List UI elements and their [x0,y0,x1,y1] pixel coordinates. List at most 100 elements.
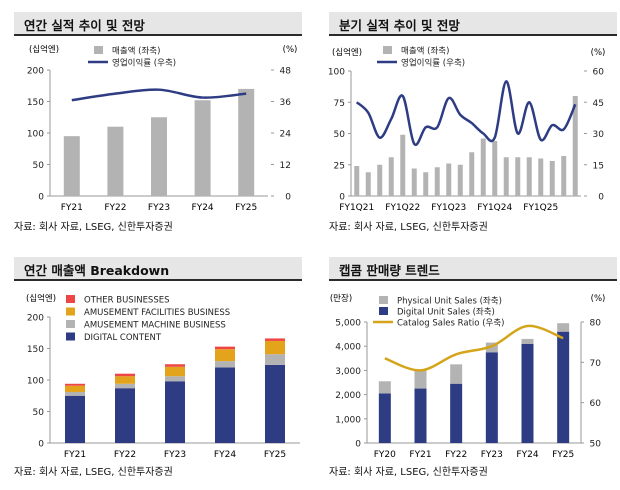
unit-sales-panel: 캡콤 판매량 트렌드 0 1,000 2,000 3,000 4,000 5,000 50 6… [315,245,620,490]
legend-label: Catalog Sales Ratio (우축) [397,319,504,329]
y-tick-label-right: 30 [593,130,605,140]
stacked-bar-segment [115,388,135,443]
y-tick-label-right: 12 [280,161,291,171]
y-axis-unit-left: (만장) [330,293,352,304]
y-tick-label: 25 [334,161,345,171]
bar-quarterly-revenue [561,156,567,196]
x-tick-label: FY22 [114,450,136,460]
stacked-bar-segment [65,385,85,392]
x-tick-label: FY23 [481,450,503,460]
y-tick-label-right: 0 [285,193,291,203]
legend-label: Physical Unit Sales (좌축) [397,297,502,307]
bar-digital-units [521,343,534,443]
legend-swatch [94,46,103,54]
bar-quarterly-revenue [434,167,440,196]
y-tick-label: 0 [339,193,345,203]
legend-swatch [383,46,392,54]
source-note: 자료: 회사 자료, LSEG, 신한투자증권 [329,467,488,478]
y-tick-label: 4,000 [335,343,361,353]
legend-swatch [66,332,75,341]
stacked-bar-segment [115,373,135,377]
x-tick-label: FY1Q21 [339,203,374,213]
legend-label: DIGITAL CONTENT [84,333,162,343]
unit-sales-chart: 0 1,000 2,000 3,000 4,000 5,000 50 60 70 80 (만장) (%… [330,293,606,460]
legend-label: AMUSEMENT FACILITIES BUSINESS [84,308,230,318]
bar-physical-units [414,370,427,389]
y-tick-label-right: 0 [598,193,604,203]
x-tick-label: FY25 [235,203,257,213]
y-axis-unit-left: (십억엔) [29,44,59,55]
bar-quarterly-revenue [400,134,406,196]
bar-revenue [194,100,211,196]
x-tick-label: FY20 [374,450,396,460]
x-tick-label: FY1Q22 [385,203,420,213]
quarterly-results-chart: 0 25 50 75 100 0 15 30 45 60 (십억엔) (%) 매출액 (좌축)영업이익률… [328,46,606,214]
legend-swatch [66,320,75,328]
line-operating-margin [71,88,247,102]
chart-title: 연간 매출액 Breakdown [24,263,170,278]
chart-title-bar: 연간 실적 추이 및 전망 [14,12,302,36]
annual-results-panel: 연간 실적 추이 및 전망 0 50 100 150 200 0 12 24 36 48 (십억엔)… [0,0,305,245]
bar-digital-units [485,352,498,443]
bar-quarterly-revenue [411,168,417,196]
legend-label: 영업이익률 (우축) [112,58,176,69]
revenue-breakdown-chart: 0 50 100 150 200 (십억엔) OTHER BUSINESSES AMUSEME… [26,293,300,460]
y-axis-unit-right: (%) [283,45,298,55]
line-catalog-ratio [384,324,564,372]
legend-swatch [66,307,75,316]
line-quarterly-margin [355,80,577,147]
x-tick-label: FY24 [214,450,236,460]
y-tick-label: 50 [33,161,45,171]
stacked-bar-segment [215,346,235,350]
bar-quarterly-revenue [457,164,463,196]
y-tick-label: 2,000 [335,391,361,401]
x-tick-label: FY22 [445,450,467,460]
y-tick-label: 100 [27,377,44,387]
annual-results-chart: 0 50 100 150 200 0 12 24 36 48 (십억엔) (%) 매출액 (좌축)영업이… [27,44,298,213]
x-tick-label: FY21 [64,450,86,460]
x-tick-label: FY23 [148,203,170,213]
legend-swatch [66,295,75,303]
source-note: 자료: 회사 자료, LSEG, 신한투자증권 [14,222,173,233]
y-tick-label: 0 [38,193,44,203]
x-tick-label: FY23 [164,450,186,460]
y-tick-label: 50 [33,408,45,418]
y-tick-label: 3,000 [335,367,361,377]
stacked-bar-segment [165,366,185,377]
stacked-bar-segment [115,383,135,389]
bar-physical-units [557,323,570,332]
x-tick-label: FY1Q23 [431,203,466,213]
legend-label: 영업이익률 (우축) [401,58,465,69]
bar-quarterly-revenue [423,172,429,196]
bar-revenue [63,136,80,196]
y-axis-unit-right: (%) [591,294,606,304]
chart-title-bar: 연간 매출액 Breakdown [14,257,302,281]
bar-quarterly-revenue [515,157,521,196]
legend-swatch [379,296,388,304]
legend-swatch [379,307,388,315]
bar-quarterly-revenue [469,152,475,196]
y-tick-label: 150 [27,98,44,108]
bar-physical-units [378,381,391,394]
stacked-bar-segment [165,381,185,443]
x-tick-label: FY21 [409,450,431,460]
stacked-bar-segment [65,395,85,443]
bar-physical-units [450,364,463,384]
y-tick-label: 150 [27,345,44,355]
y-tick-label-right: 48 [280,67,292,77]
bar-quarterly-revenue [492,141,498,196]
stacked-bar-segment [165,376,185,382]
y-tick-label: 0 [355,440,361,450]
stacked-bar-segment [165,364,185,367]
x-tick-label: FY24 [516,450,538,460]
stacked-bar-segment [215,367,235,443]
stacked-bar-segment [265,364,285,443]
y-tick-label-right: 60 [593,68,605,78]
y-tick-label-right: 36 [280,98,292,108]
y-tick-label: 100 [27,130,44,140]
stacked-bar-segment [265,354,285,365]
bar-quarterly-revenue [526,157,532,196]
y-tick-label: 100 [328,68,345,78]
bar-quarterly-revenue [503,157,509,196]
y-axis-unit-right: (%) [591,48,606,58]
